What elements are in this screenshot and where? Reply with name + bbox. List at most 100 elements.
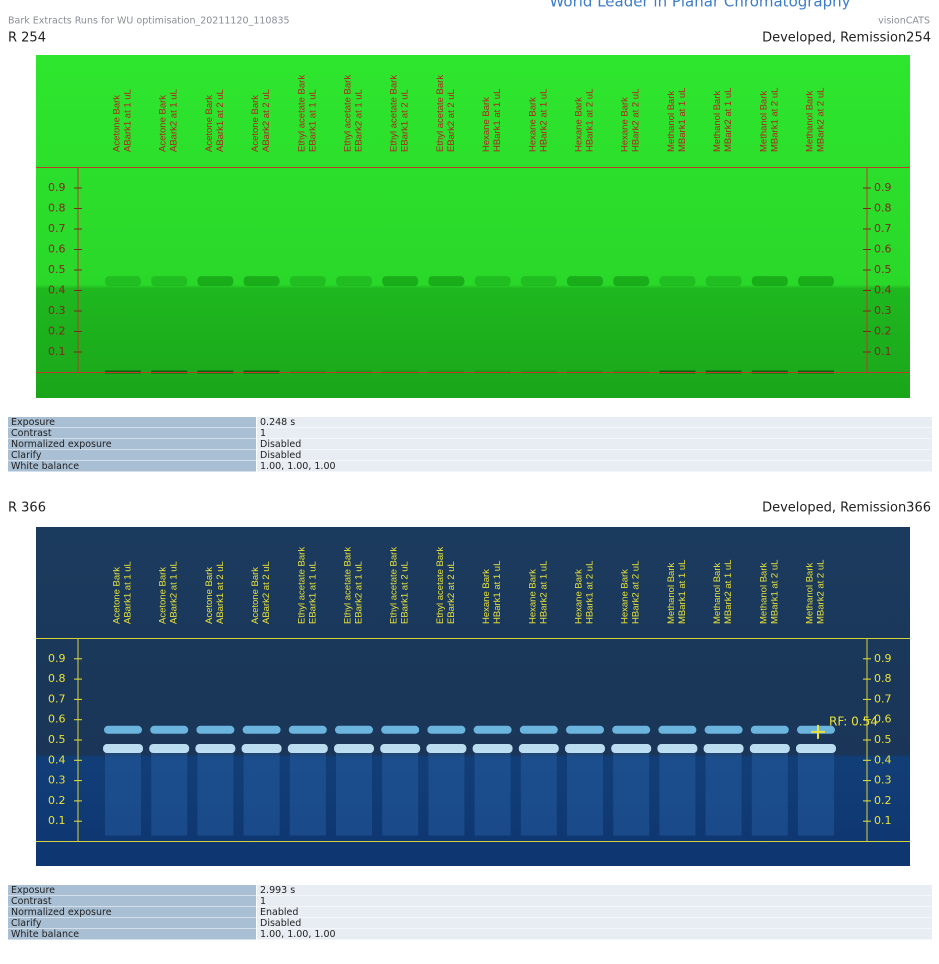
lane-name: Ethyl acetate Bark — [296, 75, 307, 152]
lane-label: Methanol BarkMBark2 at 1 uL — [712, 88, 734, 152]
lane-smear — [382, 750, 418, 835]
lane-sample: HBark1 at 2 uL — [585, 89, 596, 152]
band — [105, 276, 141, 286]
lane-smear — [706, 750, 742, 835]
rf-label: 0.8 — [874, 202, 892, 215]
setting-label: White balance — [11, 461, 79, 472]
cell-value-bg — [257, 439, 932, 450]
lane-sample: HBark1 at 2 uL — [585, 561, 596, 624]
lane-sample: ABark2 at 1 uL — [169, 89, 180, 152]
lane-name: Hexane Bark — [481, 569, 492, 624]
lane-name: Hexane Bark — [481, 97, 492, 152]
rf-label: 0.8 — [48, 202, 66, 215]
lane-sample: EBark1 at 1 uL — [307, 89, 318, 152]
lane-label: Hexane BarkHBark2 at 2 uL — [620, 89, 642, 152]
setting-label: Exposure — [11, 885, 55, 896]
band — [474, 726, 512, 734]
lane-sample: HBark1 at 1 uL — [492, 89, 503, 152]
panel-id: R 366 — [8, 501, 46, 516]
rf-label: 0.7 — [874, 222, 892, 235]
lane-sample: HBark2 at 2 uL — [631, 89, 642, 152]
lane-sample: MBark2 at 1 uL — [723, 560, 734, 624]
band — [242, 744, 282, 753]
rf-label: 0.2 — [874, 794, 892, 807]
lane-sample: MBark1 at 2 uL — [769, 88, 780, 152]
lane-name: Acetone Bark — [250, 95, 261, 152]
band — [426, 744, 466, 753]
tagline: World Leader in Planar Chromatography — [549, 0, 850, 11]
band — [611, 744, 651, 753]
lane-sample: EBark1 at 2 uL — [400, 89, 411, 152]
band — [104, 726, 142, 734]
lane-sample: ABark1 at 2 uL — [215, 89, 226, 152]
lane-name: Acetone Bark — [204, 567, 215, 624]
lane-sample: MBark2 at 1 uL — [723, 88, 734, 152]
band — [382, 276, 418, 286]
lane-label: Hexane BarkHBark1 at 2 uL — [574, 89, 596, 152]
band — [334, 744, 374, 753]
setting-value: 1.00, 1.00, 1.00 — [260, 929, 336, 940]
band — [103, 744, 143, 753]
band — [428, 276, 464, 286]
band — [612, 726, 650, 734]
lane-name: Hexane Bark — [620, 569, 631, 624]
lane-sample: MBark2 at 2 uL — [816, 88, 827, 152]
lane-label: Acetone BarkABark1 at 1 uL — [112, 561, 134, 624]
rf-label: 0.2 — [874, 325, 892, 338]
band — [151, 276, 187, 286]
lane-smear — [336, 750, 372, 835]
lane-name: Acetone Bark — [204, 95, 215, 152]
rf-annotation: RF: 0.54 — [829, 714, 878, 728]
band — [751, 726, 789, 734]
lane-name: Hexane Bark — [527, 97, 538, 152]
lane-label: Hexane BarkHBark2 at 1 uL — [527, 89, 549, 152]
lane-name: Ethyl acetate Bark — [435, 547, 446, 624]
band — [244, 276, 280, 286]
rf-label: 0.5 — [48, 263, 66, 276]
setting-value: 1 — [260, 896, 266, 907]
band — [289, 726, 327, 734]
lane-sample: EBark2 at 2 uL — [446, 89, 457, 152]
lane-label: Acetone BarkABark1 at 2 uL — [204, 561, 226, 624]
band — [288, 744, 328, 753]
lane-name: Ethyl acetate Bark — [389, 75, 400, 152]
band — [521, 276, 557, 286]
rf-label: 0.4 — [874, 753, 892, 766]
lane-name: Acetone Bark — [158, 95, 169, 152]
lane-sample: EBark2 at 1 uL — [354, 89, 365, 152]
report-title: Bark Extracts Runs for WU optimisation_2… — [8, 16, 290, 27]
rf-label: 0.3 — [48, 774, 66, 787]
lane-sample: HBark2 at 1 uL — [538, 89, 549, 152]
lane-name: Acetone Bark — [112, 95, 123, 152]
lane-label: Methanol BarkMBark1 at 1 uL — [666, 560, 688, 624]
lane-label: Methanol BarkMBark1 at 2 uL — [758, 88, 780, 152]
rf-label: 0.5 — [48, 733, 66, 746]
lane-name: Acetone Bark — [158, 567, 169, 624]
rf-label: 0.4 — [48, 284, 66, 297]
band — [381, 726, 419, 734]
lane-sample: EBark1 at 2 uL — [400, 561, 411, 624]
cell-value-bg — [257, 896, 932, 907]
lane-smear — [521, 750, 557, 835]
rf-label: 0.2 — [48, 794, 66, 807]
band — [519, 744, 559, 753]
lane-smear — [428, 750, 464, 835]
lane-smear — [798, 750, 834, 835]
lane-smear — [151, 750, 187, 835]
lane-name: Hexane Bark — [527, 569, 538, 624]
rf-label: 0.1 — [874, 814, 892, 827]
setting-label: Clarify — [11, 450, 42, 461]
setting-value: Disabled — [260, 439, 301, 450]
lane-label: Methanol BarkMBark2 at 2 uL — [805, 88, 827, 152]
setting-value: Enabled — [260, 907, 298, 918]
band — [657, 744, 697, 753]
band — [750, 744, 790, 753]
lane-label: Methanol BarkMBark2 at 1 uL — [712, 560, 734, 624]
rf-label: 0.7 — [48, 692, 66, 705]
lane-label: Methanol BarkMBark1 at 2 uL — [758, 560, 780, 624]
setting-label: Contrast — [11, 896, 52, 907]
